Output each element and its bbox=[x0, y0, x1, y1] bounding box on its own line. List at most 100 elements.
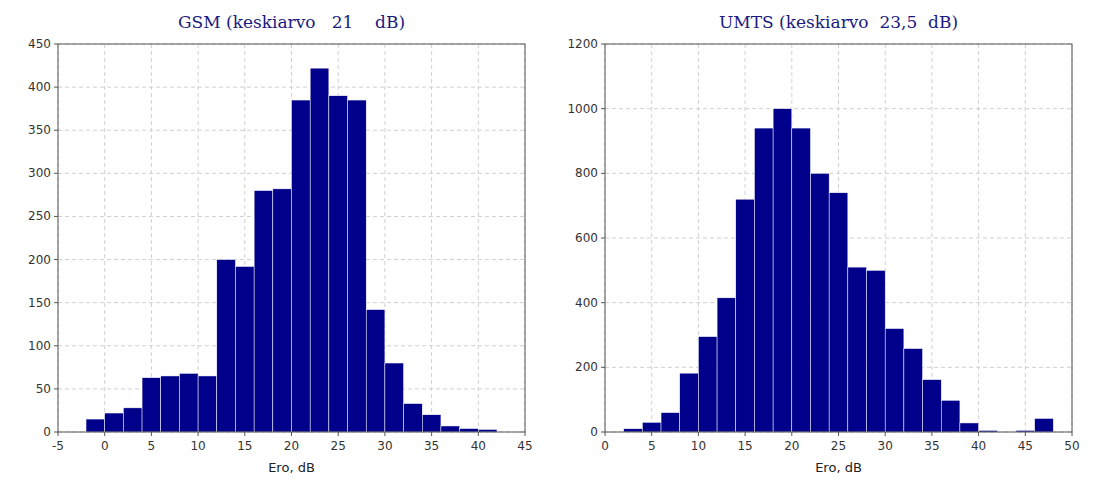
tick-label-x: 35 bbox=[924, 439, 939, 453]
bar bbox=[848, 267, 867, 432]
bar bbox=[198, 376, 217, 432]
tick-y bbox=[601, 302, 605, 303]
bar bbox=[923, 380, 942, 432]
tick-y bbox=[601, 108, 605, 109]
axes: -505101520253035404505010015020025030035… bbox=[28, 37, 533, 453]
tick-label-y: 0 bbox=[590, 425, 598, 439]
tick-label-y: 1000 bbox=[567, 102, 598, 116]
bar bbox=[348, 100, 367, 432]
tick-label-y: 450 bbox=[28, 37, 51, 51]
tick-label-y: 150 bbox=[28, 296, 51, 310]
grid-line-x bbox=[104, 44, 105, 432]
bar bbox=[717, 298, 736, 432]
chart-title: UMTS (keskiarvo 23,5 dB) bbox=[719, 12, 958, 32]
bar bbox=[385, 363, 404, 432]
bar bbox=[217, 260, 236, 432]
tick-label-x: 5 bbox=[148, 439, 156, 453]
tick-label-x: -5 bbox=[52, 439, 64, 453]
tick-y bbox=[601, 367, 605, 368]
tick-label-y: 200 bbox=[28, 253, 51, 267]
bar bbox=[142, 378, 161, 432]
tick-y bbox=[54, 44, 58, 45]
tick-label-x: 20 bbox=[784, 439, 799, 453]
tick-y bbox=[601, 173, 605, 174]
grid bbox=[58, 44, 525, 432]
tick-y bbox=[54, 173, 58, 174]
bar bbox=[310, 68, 329, 432]
tick-x bbox=[1072, 432, 1073, 436]
bars bbox=[624, 109, 1054, 432]
tick-y bbox=[601, 432, 605, 433]
tick-x bbox=[745, 432, 746, 436]
tick-label-x: 0 bbox=[601, 439, 609, 453]
tick-x bbox=[978, 432, 979, 436]
tick-label-y: 350 bbox=[28, 123, 51, 137]
tick-x bbox=[198, 432, 199, 436]
bar bbox=[273, 189, 292, 432]
bar bbox=[698, 337, 717, 432]
grid bbox=[605, 44, 1072, 432]
bar bbox=[460, 429, 479, 432]
bar bbox=[810, 173, 829, 432]
tick-label-y: 1200 bbox=[567, 37, 598, 51]
bar bbox=[661, 413, 680, 432]
tick-label-x: 30 bbox=[878, 439, 893, 453]
tick-y bbox=[54, 216, 58, 217]
bar bbox=[736, 199, 755, 432]
bar bbox=[773, 109, 792, 432]
tick-x bbox=[605, 432, 606, 436]
tick-y bbox=[54, 388, 58, 389]
bar bbox=[960, 423, 979, 432]
chart-area: -505101520253035404505010015020025030035… bbox=[0, 0, 1095, 484]
grid-line-x bbox=[931, 44, 932, 432]
panel: -505101520253035404505010015020025030035… bbox=[0, 0, 547, 484]
chart-title: GSM (keskiarvo 21 dB) bbox=[178, 12, 405, 32]
bar bbox=[1035, 418, 1054, 432]
tick-y bbox=[54, 259, 58, 260]
tick-x bbox=[478, 432, 479, 436]
bar bbox=[680, 373, 699, 432]
tick-label-x: 5 bbox=[648, 439, 656, 453]
tick-x bbox=[791, 432, 792, 436]
grid-line-x bbox=[1025, 44, 1026, 432]
tick-label-x: 50 bbox=[1064, 439, 1079, 453]
tick-label-y: 400 bbox=[575, 296, 598, 310]
tick-label-y: 200 bbox=[575, 360, 598, 374]
grid-line-x bbox=[478, 44, 479, 432]
bar bbox=[86, 419, 105, 432]
tick-label-x: 35 bbox=[424, 439, 439, 453]
tick-y bbox=[54, 345, 58, 346]
bar bbox=[754, 128, 773, 432]
tick-label-y: 0 bbox=[43, 425, 51, 439]
tick-label-x: 0 bbox=[101, 439, 109, 453]
tick-label-x: 25 bbox=[331, 439, 346, 453]
tick-label-x: 45 bbox=[517, 439, 532, 453]
tick-y bbox=[54, 87, 58, 88]
tick-y bbox=[601, 44, 605, 45]
tick-x bbox=[525, 432, 526, 436]
tick-label-x: 15 bbox=[737, 439, 752, 453]
panel: 0510152025303540455002004006008001000120… bbox=[547, 0, 1094, 484]
tick-label-x: 10 bbox=[691, 439, 706, 453]
bar bbox=[422, 415, 441, 432]
tick-y bbox=[54, 130, 58, 131]
bar bbox=[179, 373, 198, 432]
tick-y bbox=[54, 432, 58, 433]
bar bbox=[105, 413, 124, 432]
grid-line-x bbox=[978, 44, 979, 432]
tick-x bbox=[651, 432, 652, 436]
tick-x bbox=[384, 432, 385, 436]
bar bbox=[829, 193, 848, 432]
bar bbox=[941, 400, 960, 432]
tick-x bbox=[885, 432, 886, 436]
tick-label-x: 40 bbox=[971, 439, 986, 453]
tick-x bbox=[58, 432, 59, 436]
tick-label-y: 800 bbox=[575, 166, 598, 180]
bar bbox=[254, 191, 273, 432]
tick-x bbox=[104, 432, 105, 436]
bars bbox=[86, 68, 497, 432]
bar bbox=[904, 349, 923, 432]
bar bbox=[235, 266, 254, 432]
tick-x bbox=[1025, 432, 1026, 436]
bar bbox=[161, 376, 180, 432]
